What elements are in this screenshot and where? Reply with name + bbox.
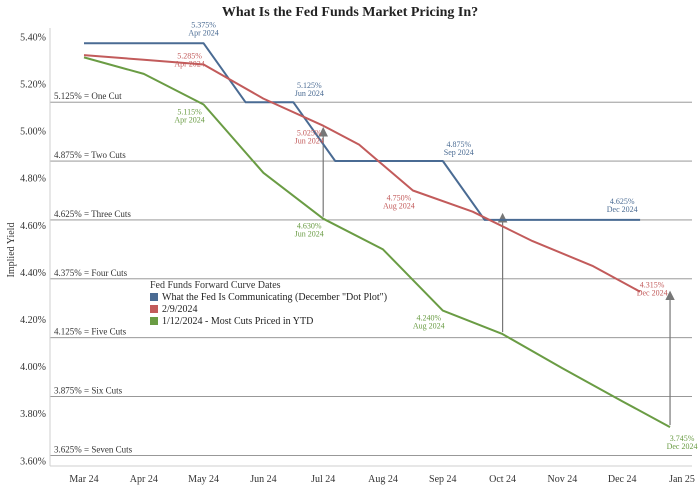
arrows <box>318 126 675 426</box>
data-label-date: Apr 2024 <box>174 116 204 125</box>
data-label-date: Jun 2024 <box>295 137 324 146</box>
reference-line-label: 4.375% = Four Cuts <box>54 268 128 278</box>
y-tick-label: 5.20% <box>20 80 46 91</box>
data-label-value: 3.745% <box>670 434 695 443</box>
y-tick-label: 4.60% <box>20 221 46 232</box>
series-lines <box>83 42 671 428</box>
data-label-date: Sep 2024 <box>444 148 474 157</box>
reference-line-label: 4.625% = Three Cuts <box>54 209 131 219</box>
legend-entry: 1/12/2024 - Most Cuts Priced in YTD <box>162 316 313 327</box>
data-label-value: 5.375% <box>191 20 216 29</box>
x-tick-label: May 24 <box>188 474 219 485</box>
x-tick-label: Oct 24 <box>489 474 516 485</box>
data-label-date: Dec 2024 <box>667 442 698 451</box>
data-label-value: 5.025% <box>297 129 322 138</box>
data-label-date: Aug 2024 <box>413 322 445 331</box>
reference-line-label: 4.875% = Two Cuts <box>54 150 126 160</box>
series-line-1 <box>84 42 641 221</box>
data-label-value: 4.750% <box>387 193 412 202</box>
data-label-date: Apr 2024 <box>188 28 218 37</box>
x-tick-label: Jun 24 <box>250 474 276 485</box>
data-label-value: 4.875% <box>446 140 471 149</box>
y-tick-label: 4.00% <box>20 362 46 373</box>
legend-swatch <box>150 305 158 313</box>
legend-swatch <box>150 293 158 301</box>
y-tick-label: 5.40% <box>20 32 46 43</box>
reference-line-label: 4.125% = Five Cuts <box>54 327 127 337</box>
y-tick-label: 4.80% <box>20 174 46 185</box>
data-label-date: Jun 2024 <box>295 89 324 98</box>
chart-title: What Is the Fed Funds Market Pricing In? <box>222 5 478 20</box>
data-label-value: 4.625% <box>610 197 635 206</box>
data-label-date: Dec 2024 <box>637 289 668 298</box>
x-tick-label: Aug 24 <box>368 474 398 485</box>
y-tick-label: 4.40% <box>20 268 46 279</box>
series-line-3 <box>83 56 671 428</box>
data-label-date: Apr 2024 <box>174 60 204 69</box>
data-label-value: 5.115% <box>177 108 202 117</box>
legend-entry: 2/9/2024 <box>162 304 198 315</box>
axes: 3.60% 3.80% 4.00% 4.20% 4.40% 4.60% 4.80% 5.00%… <box>20 28 695 485</box>
y-axis-label: Implied Yield <box>6 223 17 278</box>
data-label-value: 5.285% <box>177 52 202 61</box>
data-label-value: 4.240% <box>416 314 441 323</box>
y-tick-label: 3.80% <box>20 409 46 420</box>
x-tick-label: Dec 24 <box>608 474 637 485</box>
data-label-value: 4.630% <box>297 222 322 231</box>
series-line-2 <box>83 54 641 293</box>
legend: Fed Funds Forward Curve Dates What the F… <box>150 280 387 327</box>
data-label-date: Aug 2024 <box>383 201 415 210</box>
reference-line-label: 3.625% = Seven Cuts <box>54 444 133 454</box>
reference-lines: 5.125% = One Cut 4.875% = Two Cuts 4.625% … <box>50 91 692 456</box>
data-label-value: 5.125% <box>297 81 322 90</box>
y-tick-label: 4.20% <box>20 315 46 326</box>
reference-line-label: 5.125% = One Cut <box>54 91 122 101</box>
x-tick-label: Apr 24 <box>130 474 158 485</box>
x-tick-label: Mar 24 <box>69 474 98 485</box>
x-tick-label: Jul 24 <box>311 474 335 485</box>
y-tick-label: 5.00% <box>20 127 46 138</box>
legend-swatch <box>150 317 158 325</box>
x-tick-label: Nov 24 <box>548 474 578 485</box>
x-tick-label: Sep 24 <box>429 474 457 485</box>
legend-title: Fed Funds Forward Curve Dates <box>150 280 281 291</box>
data-label-date: Jun 2024 <box>295 230 324 239</box>
legend-entry: What the Fed Is Communicating (December … <box>162 292 387 303</box>
data-label-date: Dec 2024 <box>607 205 638 214</box>
y-tick-label: 3.60% <box>20 456 46 467</box>
x-tick-label: Jan 25 <box>669 474 695 485</box>
reference-line-label: 3.875% = Six Cuts <box>54 386 123 396</box>
data-label-value: 4.315% <box>640 281 665 290</box>
